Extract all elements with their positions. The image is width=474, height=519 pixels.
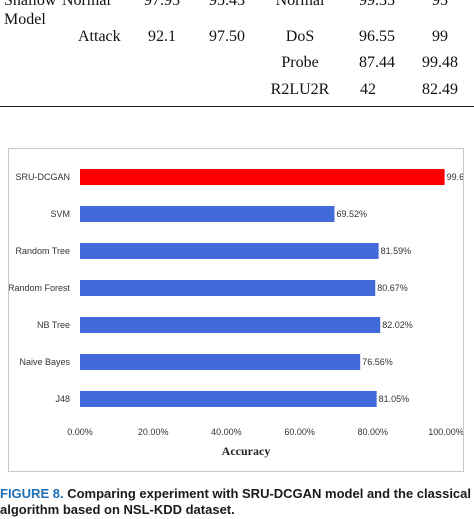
table-cell-value: 87.44 bbox=[359, 54, 395, 71]
table-cell-value: 82.49 bbox=[422, 81, 458, 98]
x-tick-label: 100.00% bbox=[428, 427, 463, 437]
category-label-svm: SVM bbox=[50, 209, 70, 219]
table-cell-value: 92.1 bbox=[148, 28, 176, 45]
table-cell-class: Attack bbox=[78, 28, 121, 45]
bar-svm bbox=[80, 206, 335, 222]
value-label-random-tree: 81.59% bbox=[381, 246, 412, 256]
x-tick-label: 0.00% bbox=[67, 427, 93, 437]
table-cell-value: 42 bbox=[360, 81, 376, 98]
table-cell-model-type-2: Model bbox=[4, 11, 46, 28]
x-tick-label: 40.00% bbox=[211, 427, 242, 437]
bar-random-forest bbox=[80, 280, 376, 296]
category-label-sru-dcgan: SRU-DCGAN bbox=[15, 172, 70, 182]
table-cell-attack-class: DoS bbox=[285, 28, 315, 45]
bar-random-tree bbox=[80, 243, 379, 259]
chart-canvas: SRU-DCGAN 99.62% SVM 69.52% Random Tree 81.59… bbox=[9, 169, 463, 458]
value-label-sru-dcgan: 99.62% bbox=[447, 172, 463, 182]
table-cell-value: 99.48 bbox=[422, 54, 458, 71]
table-cell-value: 97.50 bbox=[209, 28, 245, 45]
bar-j48 bbox=[80, 391, 377, 407]
table-cell-value: 95 bbox=[432, 0, 448, 9]
value-label-naive-bayes: 76.56% bbox=[362, 357, 393, 367]
x-axis: 0.00% 20.00% 40.00% 60.00% 80.00% 100.00% bbox=[67, 427, 463, 437]
figure-label: FIGURE 8. bbox=[0, 486, 64, 501]
table-cell-attack-class: R2LU2R bbox=[270, 81, 330, 98]
results-table-fragment: Shallow Model Normal 97.95 95.43 Normal … bbox=[0, 0, 474, 112]
table-cell-value: 96.55 bbox=[359, 28, 395, 45]
category-label-nb-tree: NB Tree bbox=[37, 320, 70, 330]
value-label-svm: 69.52% bbox=[336, 209, 367, 219]
table-cell-attack-class: Normal bbox=[275, 0, 325, 9]
bars-layer: SRU-DCGAN 99.62% SVM 69.52% Random Tree 81.59… bbox=[9, 169, 463, 407]
category-label-random-tree: Random Tree bbox=[15, 246, 70, 256]
figure-caption: FIGURE 8. Comparing experiment with SRU-… bbox=[0, 486, 474, 518]
value-label-nb-tree: 82.02% bbox=[382, 320, 413, 330]
x-tick-label: 60.00% bbox=[284, 427, 315, 437]
table-cell-attack-class: Probe bbox=[281, 54, 319, 71]
table-cell-value: 97.95 bbox=[144, 0, 180, 9]
x-axis-title: Accuracy bbox=[222, 444, 271, 458]
x-tick-label: 80.00% bbox=[358, 427, 389, 437]
x-tick-label: 20.00% bbox=[138, 427, 169, 437]
category-label-random-forest: Random Forest bbox=[9, 283, 70, 293]
table-cell-value: 99 bbox=[432, 28, 448, 45]
category-label-j48: J48 bbox=[55, 394, 70, 404]
table-bottom-rule bbox=[0, 106, 474, 107]
table-cell-model-type: Shallow bbox=[4, 0, 57, 9]
bar-nb-tree bbox=[80, 317, 381, 333]
table-cell-value: 99.35 bbox=[359, 0, 395, 9]
table-cell-class: Normal bbox=[62, 0, 111, 9]
category-label-naive-bayes: Naive Bayes bbox=[19, 357, 70, 367]
table-cell-value: 95.43 bbox=[209, 0, 245, 9]
accuracy-bar-chart: SRU-DCGAN 99.62% SVM 69.52% Random Tree 81.59… bbox=[8, 148, 464, 472]
value-label-random-forest: 80.67% bbox=[377, 283, 408, 293]
figure-caption-text: Comparing experiment with SRU-DCGAN mode… bbox=[0, 486, 472, 517]
bar-sru-dcgan bbox=[80, 169, 445, 185]
value-label-j48: 81.05% bbox=[379, 394, 410, 404]
bar-naive-bayes bbox=[80, 354, 361, 370]
